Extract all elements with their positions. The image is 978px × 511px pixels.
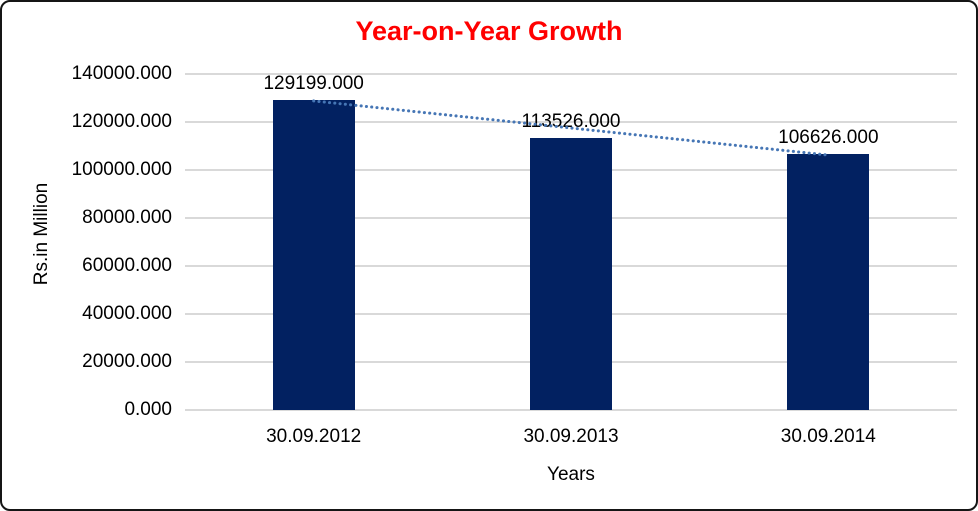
gridline [185,409,957,411]
y-axis-tick-label: 60000.000 [82,255,172,276]
y-axis-tick-label: 40000.000 [82,303,172,324]
y-axis-tick-label: 140000.000 [71,63,172,84]
y-axis-tick-label: 80000.000 [82,207,172,228]
gridline [185,73,957,75]
y-axis-tick-label: 100000.000 [71,159,172,180]
bar-30.09.2014 [787,154,870,410]
y-axis-tick-label: 0.000 [124,399,172,420]
y-axis-tick-label: 120000.000 [71,111,172,132]
gridline [185,121,957,123]
x-axis-title: Years [547,464,595,485]
bar-data-label: 106626.000 [778,127,879,149]
x-axis-tick-label: 30.09.2012 [266,426,362,447]
y-axis-tick-label: 20000.000 [82,351,172,372]
chart-title: Year-on-Year Growth [355,16,623,46]
x-axis-tick-label: 30.09.2013 [523,426,619,447]
bar-data-label: 129199.000 [263,72,364,94]
x-axis-tick-label: 30.09.2014 [780,426,876,447]
plot-area: 129199.000 113526.000 106626.000 [185,72,957,411]
y-axis-title: Rs.in Million [31,182,52,286]
trendline [312,99,830,157]
bar-30.09.2012 [272,99,355,410]
bar-30.09.2013 [530,137,612,410]
